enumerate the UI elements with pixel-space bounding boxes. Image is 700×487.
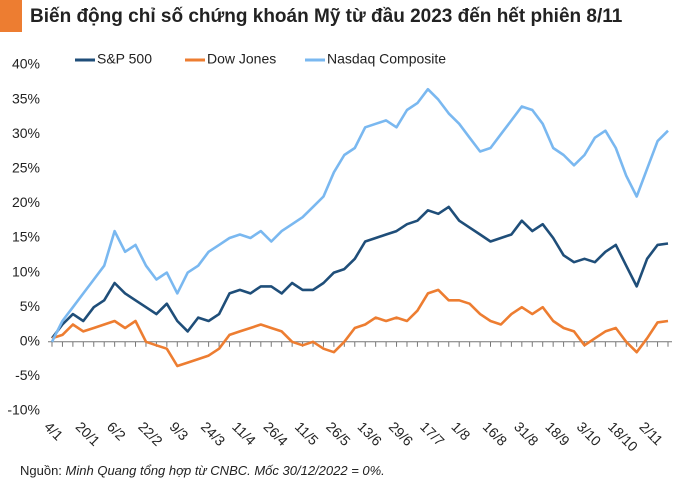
x-tick-label: 17/7 [417,418,448,449]
series-line [50,87,669,343]
x-tick-label: 18/9 [542,418,573,449]
series-line [50,205,669,340]
x-tick-label: 13/6 [354,418,385,449]
y-tick-label: 35% [12,90,40,106]
series-line [51,288,669,368]
legend-label: Nasdaq Composite [327,51,446,67]
y-tick-label: 0% [20,333,40,349]
y-tick-label: 25% [12,160,40,176]
y-tick-label: 5% [20,298,40,314]
x-tick-label: 26/4 [261,418,292,449]
x-tick-label: 3/10 [574,418,605,449]
x-tick-label: 26/5 [323,418,354,449]
y-tick-label: 10% [12,263,40,279]
x-tick-label: 29/6 [386,418,417,449]
chart-title: Biến động chỉ số chứng khoán Mỹ từ đầu 2… [30,6,623,27]
y-tick-label: 30% [12,125,40,141]
x-tick-label: 24/3 [198,418,229,449]
x-tick-label: 20/1 [73,418,104,449]
x-tick-label: 9/3 [167,418,192,443]
y-tick-label: -10% [7,402,40,418]
x-tick-label: 31/8 [511,418,542,449]
y-tick-label: -5% [15,367,40,383]
legend-label: Dow Jones [207,51,276,67]
legend-label: S&P 500 [97,51,152,67]
x-tick-label: 2/11 [636,418,666,448]
source-text: Minh Quang tổng hợp từ CNBC. Mốc 30/12/2… [66,463,385,478]
source-note: Nguồn: Minh Quang tổng hợp từ CNBC. Mốc … [20,463,385,478]
x-tick-label: 16/8 [480,418,511,449]
y-tick-label: 15% [12,229,40,245]
x-tick-label: 18/10 [605,418,641,454]
source-label: Nguồn: [20,463,62,478]
x-tick-label: 11/4 [229,418,259,448]
y-tick-label: 20% [12,194,40,210]
x-tick-label: 11/5 [292,418,322,448]
x-tick-label: 22/2 [135,418,166,449]
x-tick-label: 4/1 [41,418,66,443]
x-tick-label: 6/2 [104,418,129,443]
x-tick-label: 1/8 [448,418,473,443]
y-tick-label: 40% [12,56,40,72]
title-accent [0,0,22,32]
